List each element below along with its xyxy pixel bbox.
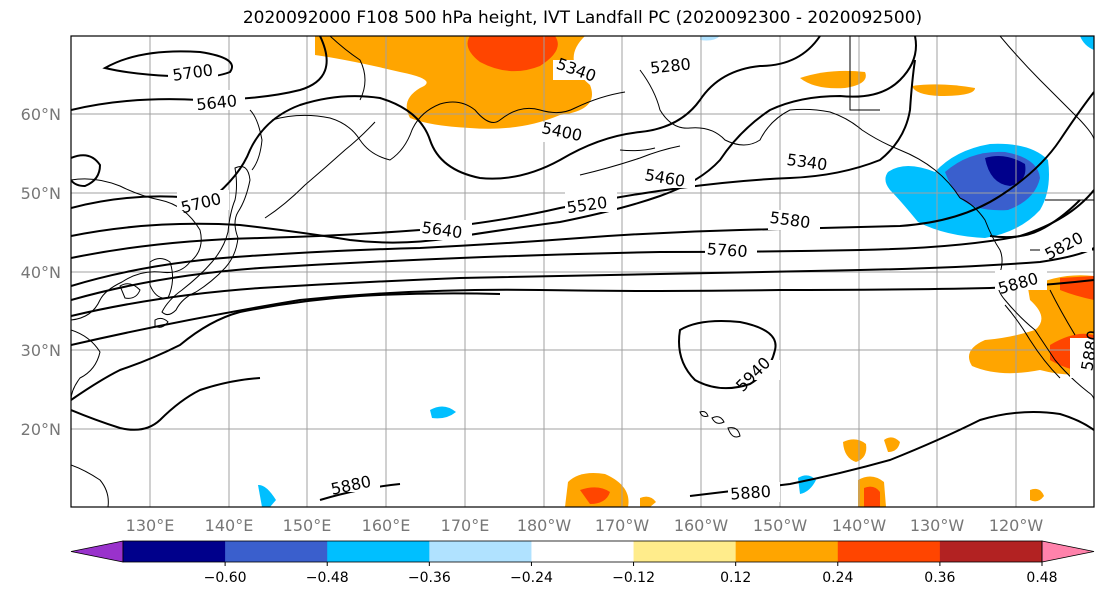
lon-label: 150°W (753, 516, 808, 535)
colorbar-tick-label: −0.24 (510, 570, 553, 586)
colorbar-segment (633, 541, 737, 562)
lon-label: 170°W (595, 516, 650, 535)
contour-labels: 5700 5640 5700 5340 5280 5400 5340 5460 … (168, 54, 1103, 504)
lat-label: 20°N (21, 420, 61, 439)
longitude-labels: 130°E 140°E 150°E 160°E 170°E 180°W 170°… (126, 516, 1044, 535)
colorbar-segment (531, 541, 635, 562)
colorbar-extend-high (1041, 540, 1095, 563)
colorbar-segment (939, 541, 1043, 562)
svg-text:5880: 5880 (730, 482, 772, 504)
lon-label: 130°W (910, 516, 965, 535)
lon-label: 120°W (989, 516, 1044, 535)
svg-text:5880: 5880 (1077, 329, 1103, 372)
colorbar-tick-label: −0.60 (204, 570, 247, 586)
lat-label: 50°N (21, 184, 61, 203)
colorbar-extend-low (70, 540, 124, 563)
colorbar-outline (122, 540, 1043, 563)
svg-text:5280: 5280 (649, 54, 691, 77)
lon-label: 160°E (362, 516, 411, 535)
lon-label: 170°E (441, 516, 490, 535)
svg-text:5760: 5760 (706, 239, 748, 261)
colorbar-tick-label: 0.24 (822, 570, 853, 586)
colorbar-segment (837, 541, 941, 562)
lon-label: 160°W (674, 516, 729, 535)
colorbar-segment (327, 541, 430, 562)
latitude-labels: 60°N 50°N 40°N 30°N 20°N (21, 105, 61, 439)
colorbar (70, 540, 1095, 563)
lat-label: 30°N (21, 341, 61, 360)
map-content: 5700 5640 5700 5340 5280 5400 5340 5460 … (71, 36, 1103, 507)
lat-label: 40°N (21, 263, 61, 282)
colorbar-labels: −0.60 −0.48 −0.36 −0.24 −0.12 0.12 0.24 0.36 0.4… (204, 562, 1058, 586)
colorbar-segment (225, 541, 328, 562)
colorbar-tick-label: −0.48 (306, 570, 349, 586)
svg-text:5640: 5640 (195, 91, 237, 114)
height-contours (71, 36, 1094, 501)
colorbar-tick-label: 0.12 (720, 570, 751, 586)
lon-label: 130°E (126, 516, 175, 535)
colorbar-segment (735, 541, 839, 562)
colorbar-tick-label: 0.36 (924, 570, 955, 586)
lon-label: 150°E (283, 516, 332, 535)
lon-label: 140°W (832, 516, 887, 535)
graticule (71, 36, 1094, 507)
page-title: 2020092000 F108 500 hPa height, IVT Land… (242, 8, 923, 28)
colorbar-tick-label: −0.36 (408, 570, 451, 586)
lat-label: 60°N (21, 105, 61, 124)
map-frame (70, 35, 1095, 508)
lon-label: 180°W (517, 516, 572, 535)
colorbar-segment (429, 541, 532, 562)
colorbar-tick-label: 0.48 (1026, 570, 1057, 586)
colorbar-tick-label: −0.12 (612, 570, 655, 586)
colorbar-segment (123, 541, 226, 562)
lon-label: 140°E (205, 516, 254, 535)
